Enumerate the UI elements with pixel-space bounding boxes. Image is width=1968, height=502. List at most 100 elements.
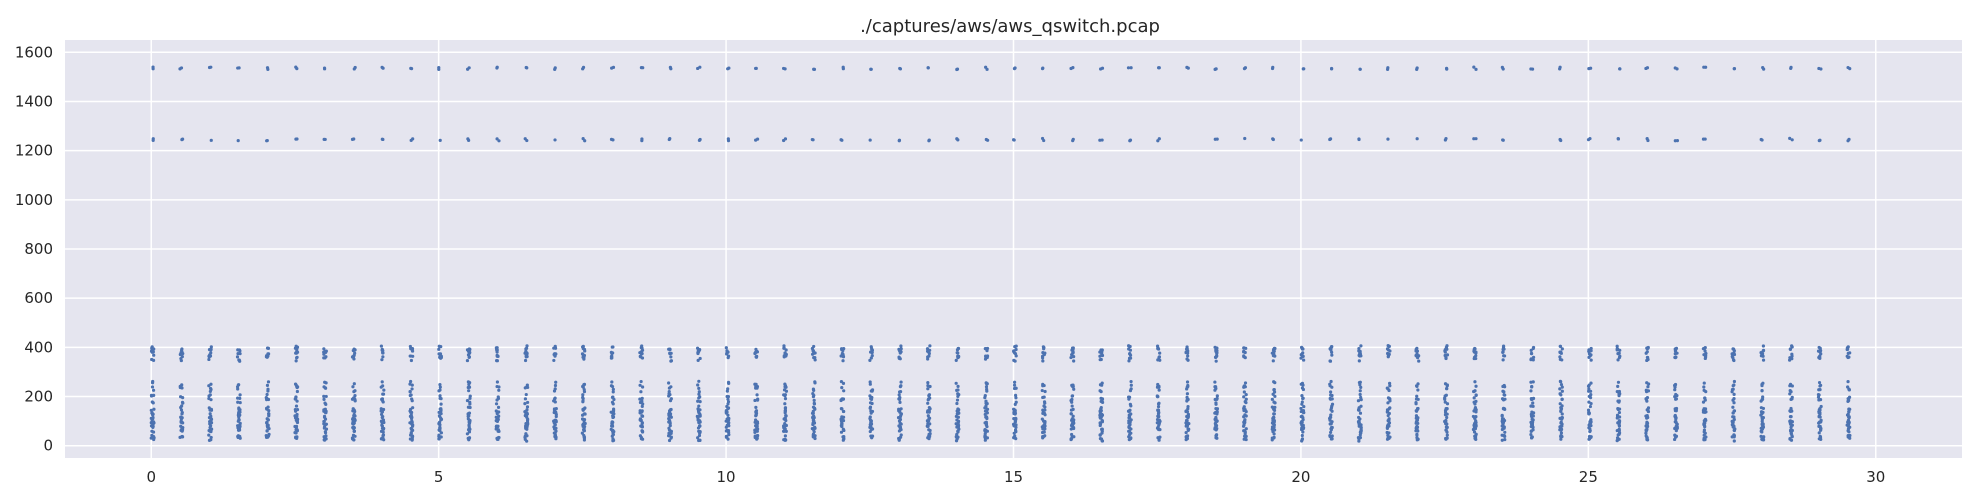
- data-point: [323, 417, 328, 421]
- data-point: [727, 424, 731, 428]
- data-point: [382, 420, 386, 425]
- data-point: [238, 401, 242, 405]
- data-point: [842, 435, 846, 439]
- data-point: [1474, 137, 1478, 141]
- data-point: [1185, 392, 1190, 396]
- data-point: [697, 390, 701, 394]
- data-point: [1072, 387, 1076, 391]
- data-point: [410, 348, 414, 352]
- data-point: [868, 138, 872, 142]
- data-point: [1675, 67, 1679, 71]
- data-point: [322, 422, 326, 426]
- data-point: [1415, 432, 1419, 437]
- data-point: [266, 346, 271, 350]
- data-point: [352, 426, 356, 431]
- data-point: [1299, 356, 1303, 360]
- data-point: [526, 400, 530, 405]
- data-point: [497, 410, 501, 414]
- data-point: [150, 357, 154, 362]
- data-point: [495, 66, 499, 70]
- data-point: [150, 385, 155, 389]
- data-point: [1732, 433, 1736, 438]
- data-point: [324, 402, 328, 406]
- data-point: [323, 137, 327, 142]
- y-tick-label: 600: [24, 289, 53, 307]
- data-point: [1846, 345, 1850, 349]
- data-point: [1069, 398, 1073, 403]
- data-point: [1271, 348, 1276, 352]
- data-point: [1560, 347, 1564, 351]
- data-point: [1243, 66, 1248, 70]
- data-point: [1386, 66, 1390, 70]
- data-point: [898, 66, 902, 71]
- data-point: [293, 430, 297, 435]
- data-point: [438, 426, 442, 430]
- data-point: [1155, 417, 1160, 422]
- data-point: [984, 429, 988, 433]
- data-point: [695, 414, 699, 418]
- data-point: [1788, 436, 1792, 441]
- data-point: [1589, 423, 1593, 428]
- data-point: [1358, 433, 1362, 437]
- data-point: [1244, 397, 1248, 401]
- data-point: [667, 381, 671, 385]
- data-point: [1644, 434, 1648, 438]
- data-point: [381, 434, 385, 438]
- data-point: [1617, 407, 1622, 411]
- data-point: [1098, 354, 1102, 358]
- data-point: [1128, 413, 1132, 417]
- data-point: [180, 429, 184, 433]
- data-point: [180, 412, 184, 416]
- data-point: [1069, 412, 1073, 416]
- data-point: [265, 417, 269, 421]
- data-point: [1472, 430, 1477, 434]
- data-point: [1500, 417, 1505, 421]
- data-point: [1674, 392, 1678, 397]
- data-point: [1157, 410, 1161, 415]
- data-point: [1788, 384, 1792, 388]
- data-point: [1301, 387, 1306, 392]
- data-point: [1042, 347, 1046, 351]
- data-point: [1674, 408, 1678, 412]
- data-point: [1702, 424, 1707, 428]
- data-point: [437, 437, 441, 441]
- data-point: [496, 424, 500, 428]
- data-point: [1357, 359, 1361, 363]
- data-point: [238, 434, 242, 439]
- data-point: [813, 380, 817, 384]
- data-point: [151, 388, 156, 392]
- data-point: [727, 381, 731, 385]
- data-point: [1616, 399, 1620, 403]
- data-point: [468, 381, 472, 385]
- data-point: [1789, 406, 1793, 411]
- data-point: [954, 381, 958, 385]
- data-point: [1616, 358, 1620, 362]
- data-point: [1359, 404, 1363, 408]
- data-point: [238, 393, 242, 397]
- data-point: [1789, 65, 1793, 70]
- data-points: [149, 65, 1852, 443]
- data-point: [379, 385, 383, 389]
- data-point: [352, 438, 356, 442]
- y-tick-label: 0: [43, 437, 53, 455]
- data-point: [1415, 346, 1419, 350]
- data-point: [1012, 424, 1016, 428]
- data-point: [524, 392, 528, 397]
- data-point: [812, 398, 816, 403]
- data-point: [1646, 415, 1650, 420]
- data-point: [1012, 407, 1016, 411]
- data-point: [611, 387, 615, 391]
- data-point: [841, 348, 845, 353]
- data-point: [1500, 424, 1504, 428]
- data-point: [697, 410, 701, 414]
- data-point: [410, 399, 414, 403]
- data-point: [926, 357, 930, 361]
- data-point: [925, 410, 930, 414]
- data-point: [1817, 431, 1821, 435]
- data-point: [1013, 66, 1017, 70]
- data-point: [1531, 414, 1535, 418]
- data-point: [783, 422, 787, 426]
- data-point: [1558, 425, 1562, 429]
- data-point: [611, 438, 616, 442]
- data-point: [1474, 437, 1478, 441]
